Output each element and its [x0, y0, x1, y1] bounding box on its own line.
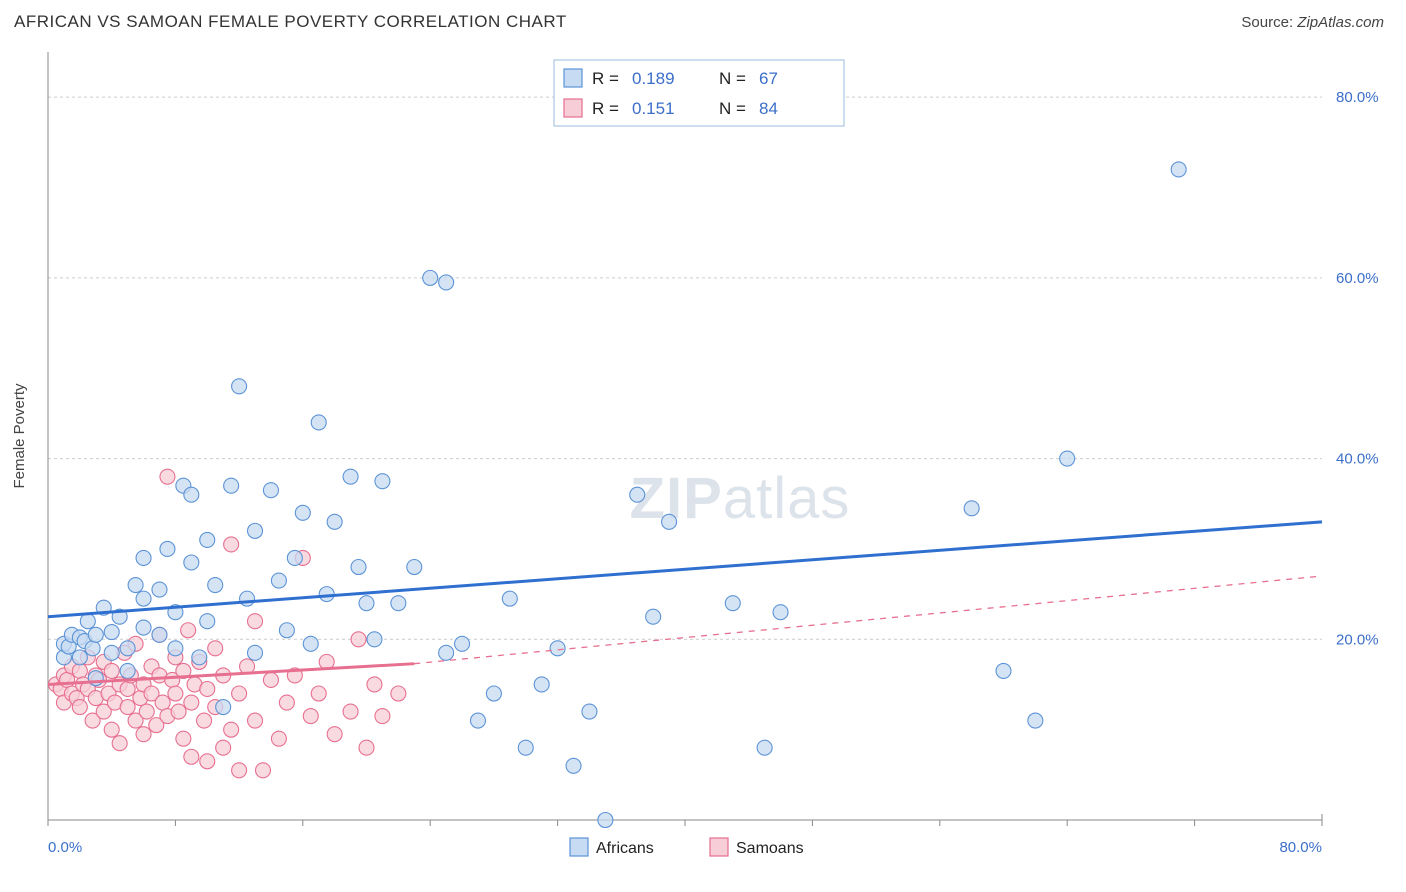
- svg-text:N =: N =: [719, 99, 746, 118]
- svg-text:40.0%: 40.0%: [1336, 451, 1379, 468]
- svg-text:84: 84: [759, 99, 778, 118]
- source-value: ZipAtlas.com: [1297, 14, 1384, 31]
- source-label: Source:: [1241, 14, 1293, 31]
- scatter-chart: ZIPatlas20.0%40.0%60.0%80.0%0.0%80.0%Fem…: [0, 38, 1406, 884]
- svg-text:80.0%: 80.0%: [1279, 839, 1322, 856]
- svg-text:N =: N =: [719, 69, 746, 88]
- chart-container: ZIPatlas20.0%40.0%60.0%80.0%0.0%80.0%Fem…: [0, 38, 1406, 884]
- svg-text:80.0%: 80.0%: [1336, 89, 1379, 106]
- chart-title: AFRICAN VS SAMOAN FEMALE POVERTY CORRELA…: [14, 12, 567, 32]
- svg-text:Female Poverty: Female Poverty: [11, 383, 28, 489]
- svg-text:20.0%: 20.0%: [1336, 631, 1379, 648]
- source-attribution: Source: ZipAtlas.com: [1241, 14, 1384, 31]
- svg-text:67: 67: [759, 69, 778, 88]
- svg-text:R =: R =: [592, 69, 619, 88]
- svg-text:0.0%: 0.0%: [48, 839, 82, 856]
- svg-text:R =: R =: [592, 99, 619, 118]
- svg-text:0.189: 0.189: [632, 69, 675, 88]
- svg-text:Africans: Africans: [596, 840, 654, 857]
- svg-text:Samoans: Samoans: [736, 840, 804, 857]
- svg-text:60.0%: 60.0%: [1336, 270, 1379, 287]
- svg-text:0.151: 0.151: [632, 99, 675, 118]
